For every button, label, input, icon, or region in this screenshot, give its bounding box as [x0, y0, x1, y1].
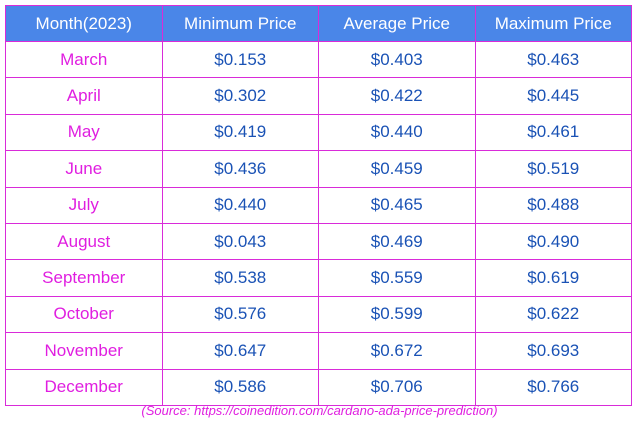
- month-cell: December: [5, 368, 163, 406]
- table-row: August $0.043 $0.469 $0.490: [5, 222, 632, 261]
- price-cell: $0.461: [474, 113, 632, 152]
- price-cell: $0.599: [318, 295, 476, 334]
- price-cell: $0.622: [474, 295, 632, 334]
- price-cell: $0.490: [474, 222, 632, 261]
- price-cell: $0.619: [474, 259, 632, 297]
- price-cell: $0.576: [161, 295, 319, 334]
- month-cell: September: [5, 259, 163, 297]
- price-cell: $0.440: [161, 186, 319, 224]
- price-cell: $0.419: [161, 113, 319, 152]
- table-row: March $0.153 $0.403 $0.463: [5, 40, 632, 79]
- month-cell: May: [5, 113, 163, 152]
- price-cell: $0.422: [318, 77, 476, 115]
- month-cell: November: [5, 332, 163, 370]
- table-row: December $0.586 $0.706 $0.766: [5, 368, 632, 406]
- header-cell: Month(2023): [5, 5, 163, 42]
- price-cell: $0.488: [474, 186, 632, 224]
- price-cell: $0.647: [161, 332, 319, 370]
- table-row: November $0.647 $0.672 $0.693: [5, 332, 632, 370]
- price-cell: $0.445: [474, 77, 632, 115]
- price-cell: $0.766: [474, 368, 632, 406]
- month-cell: March: [5, 40, 163, 79]
- month-cell: July: [5, 186, 163, 224]
- price-cell: $0.693: [474, 332, 632, 370]
- table-wrap: Month(2023) Minimum Price Average Price Max…: [5, 5, 632, 406]
- price-cell: $0.436: [161, 150, 319, 188]
- price-table: Month(2023) Minimum Price Average Price Max…: [5, 5, 632, 406]
- price-cell: $0.706: [318, 368, 476, 406]
- source-note: (Source: https://coinedition.com/cardano…: [141, 403, 498, 418]
- price-cell: $0.538: [161, 259, 319, 297]
- header-cell: Minimum Price: [161, 5, 319, 42]
- header-cell: Average Price: [318, 5, 476, 42]
- table-row: October $0.576 $0.599 $0.622: [5, 295, 632, 334]
- price-cell: $0.403: [318, 40, 476, 79]
- price-cell: $0.043: [161, 222, 319, 261]
- table-body: March $0.153 $0.403 $0.463 April $0.302 $0.422…: [5, 40, 632, 406]
- header-cell: Maximum Price: [474, 5, 632, 42]
- table-row: June $0.436 $0.459 $0.519: [5, 150, 632, 188]
- price-cell: $0.440: [318, 113, 476, 152]
- month-cell: June: [5, 150, 163, 188]
- price-cell: $0.465: [318, 186, 476, 224]
- header-row: Month(2023) Minimum Price Average Price Max…: [5, 5, 632, 42]
- month-cell: April: [5, 77, 163, 115]
- table-row: July $0.440 $0.465 $0.488: [5, 186, 632, 224]
- price-cell: $0.559: [318, 259, 476, 297]
- table-row: May $0.419 $0.440 $0.461: [5, 113, 632, 152]
- table-row: April $0.302 $0.422 $0.445: [5, 77, 632, 115]
- price-cell: $0.519: [474, 150, 632, 188]
- price-cell: $0.469: [318, 222, 476, 261]
- month-cell: August: [5, 222, 163, 261]
- table-row: September $0.538 $0.559 $0.619: [5, 259, 632, 297]
- price-cell: $0.153: [161, 40, 319, 79]
- price-cell: $0.459: [318, 150, 476, 188]
- price-cell: $0.463: [474, 40, 632, 79]
- price-cell: $0.586: [161, 368, 319, 406]
- month-cell: October: [5, 295, 163, 334]
- price-cell: $0.672: [318, 332, 476, 370]
- price-cell: $0.302: [161, 77, 319, 115]
